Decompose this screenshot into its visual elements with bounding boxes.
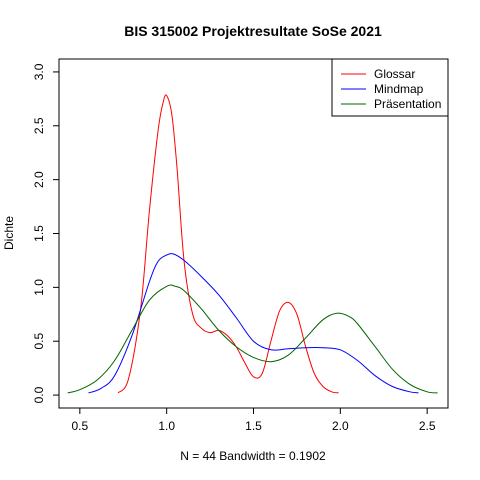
legend-label: Präsentation bbox=[374, 97, 441, 111]
y-tick-label: 1.0 bbox=[32, 279, 46, 296]
series-line-mindmap bbox=[88, 253, 419, 394]
x-tick-label: 2.0 bbox=[332, 419, 349, 433]
x-axis-label: N = 44 Bandwidth = 0.1902 bbox=[180, 449, 326, 463]
y-tick-label: 0.0 bbox=[32, 386, 46, 403]
x-tick-label: 1.5 bbox=[245, 419, 262, 433]
y-tick-label: 2.0 bbox=[32, 171, 46, 188]
chart-title: BIS 315002 Projektresultate SoSe 2021 bbox=[124, 23, 382, 39]
y-tick-label: 3.0 bbox=[32, 63, 46, 80]
y-axis: 0.0 0.5 1.0 1.5 2.0 2.5 3.0 bbox=[32, 63, 60, 403]
x-axis: 0.5 1.0 1.5 2.0 2.5 bbox=[71, 407, 436, 433]
legend-box bbox=[331, 58, 449, 117]
series-line-präsentation bbox=[67, 284, 438, 394]
y-tick-label: 0.5 bbox=[32, 333, 46, 350]
series-layer bbox=[67, 94, 438, 394]
y-axis-label: Dichte bbox=[2, 216, 16, 250]
x-tick-label: 2.5 bbox=[419, 419, 436, 433]
y-tick-label: 1.5 bbox=[32, 225, 46, 242]
x-tick-label: 0.5 bbox=[71, 419, 88, 433]
x-tick-label: 1.0 bbox=[158, 419, 175, 433]
y-tick-label: 2.5 bbox=[32, 117, 46, 134]
legend-label: Mindmap bbox=[374, 82, 424, 96]
legend-label: Glossar bbox=[374, 67, 415, 81]
